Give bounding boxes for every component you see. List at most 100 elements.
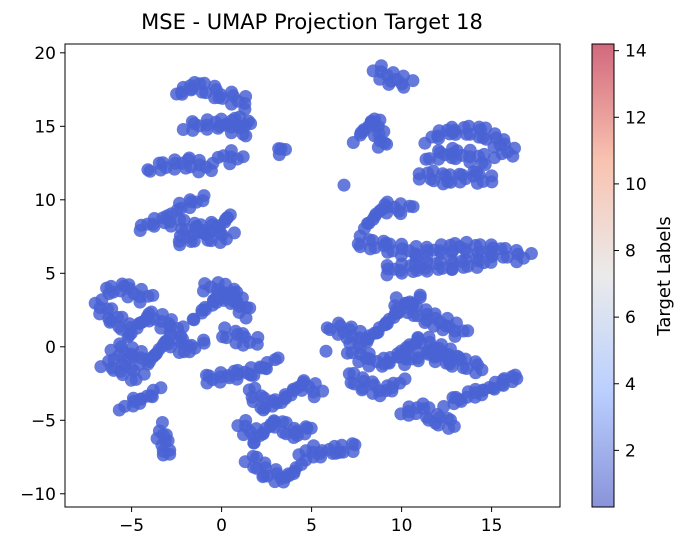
data-point [243,301,257,315]
data-point [395,266,409,280]
point-cluster [220,110,258,135]
colorbar-frame [591,43,615,508]
data-point [146,288,160,302]
data-point [187,234,201,248]
data-point [431,418,445,432]
point-cluster [342,366,412,403]
data-point [236,150,250,164]
data-point [444,175,458,189]
data-point [488,151,501,165]
data-point [510,372,524,386]
plot-area [65,44,560,507]
point-cluster [380,250,499,282]
data-point [420,264,434,278]
data-point [380,137,394,151]
colorbar-tick-label: 10 [625,175,647,195]
data-point [398,372,412,386]
point-cluster [398,343,489,380]
point-cluster [242,374,330,417]
data-point [432,131,446,145]
data-point [506,149,520,163]
point-cluster [357,195,420,235]
data-point [287,467,301,480]
data-point [200,122,214,136]
point-cluster [100,277,160,309]
data-point [239,311,253,325]
point-cluster [141,151,220,179]
point-cluster [292,437,362,464]
colorbar-tick-label: 2 [625,441,636,461]
point-cluster [238,449,313,489]
y-tick-label: 10 [34,191,56,211]
point-cluster [337,178,351,192]
data-point [154,381,168,395]
data-point [385,384,399,398]
chart-title: MSE - UMAP Projection Target 18 [141,10,483,34]
colorbar [592,44,614,507]
y-tick-label: 20 [34,44,56,64]
colorbar-tick-label: 6 [625,308,636,328]
y-tick-label: −5 [31,411,56,431]
point-cluster [200,351,285,390]
data-point [173,238,187,252]
data-point [259,362,273,376]
data-point [219,331,233,345]
data-point [304,421,318,435]
scatter-points [88,59,538,489]
data-point [319,344,333,358]
colorbar-label: Target Labels [654,216,675,336]
point-cluster [211,144,250,171]
x-tick-label: 5 [306,516,317,536]
point-cluster [346,112,394,154]
data-point [137,367,151,381]
data-point [141,357,155,371]
data-point [230,296,244,310]
data-point [390,303,403,317]
data-point [196,194,210,208]
data-point [143,164,157,178]
y-tick-label: −10 [20,485,56,505]
data-point [244,117,258,131]
y-tick-label: 5 [45,264,56,284]
data-point [227,226,241,240]
point-cluster [366,59,420,94]
point-cluster [388,291,475,343]
data-point [336,445,350,459]
point-cluster [197,276,244,310]
x-axis: −5 0 5 10 15 [119,507,502,536]
data-point [524,247,538,260]
point-cluster [216,321,265,352]
data-point [437,400,451,413]
data-point [485,175,499,189]
x-tick-label: 0 [216,516,227,536]
data-point [271,351,285,365]
data-point [461,324,475,338]
point-cluster [412,164,499,191]
y-tick-label: 15 [34,117,56,137]
point-cluster [231,414,318,450]
data-point [484,255,498,269]
colorbar-tick-label: 12 [625,108,647,128]
data-point [337,178,351,192]
data-point [163,447,177,461]
data-point [356,381,370,395]
data-point [147,219,161,233]
point-cluster [272,142,292,162]
data-point [346,445,360,458]
data-point [478,158,492,171]
data-point [449,127,462,141]
data-point [397,80,411,94]
plot-frame [64,43,561,508]
point-cluster [150,416,177,462]
point-cluster [94,352,151,387]
point-cluster [394,397,461,435]
x-tick-label: −5 [119,516,144,536]
point-cluster [112,381,168,417]
data-point [353,240,367,254]
point-cluster [418,119,521,163]
data-point [176,123,190,136]
x-tick-label: 15 [481,516,503,536]
data-point [204,164,218,178]
point-cluster [419,141,501,171]
